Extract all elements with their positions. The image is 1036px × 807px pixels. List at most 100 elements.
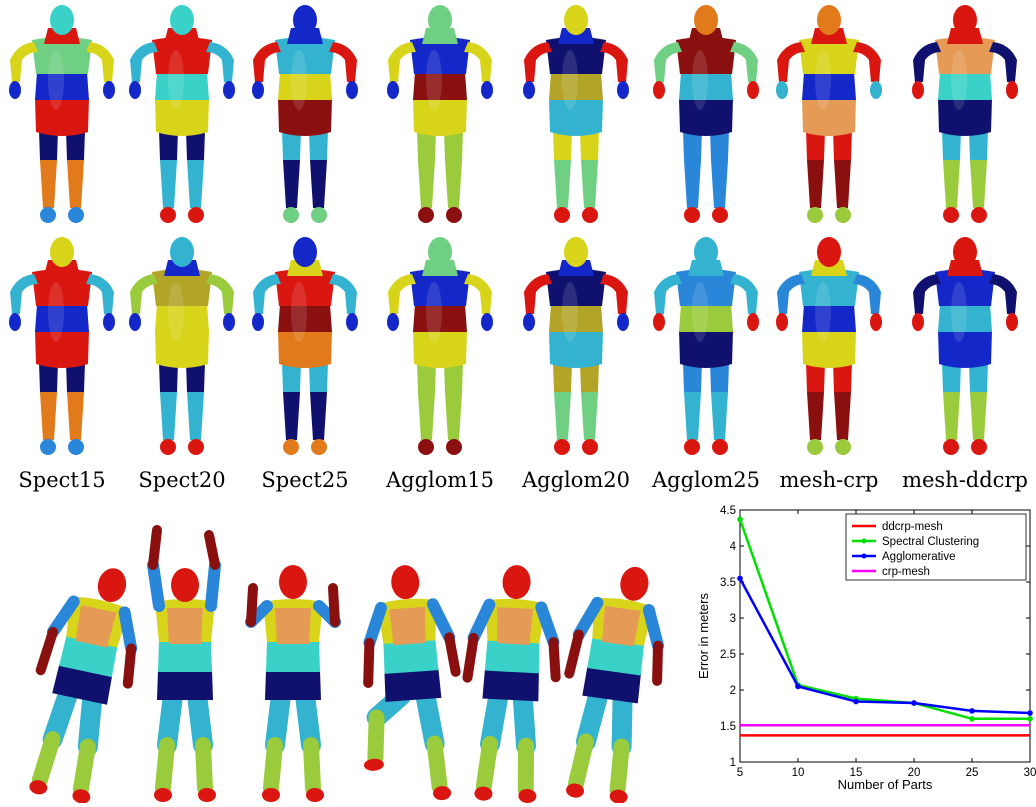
- head: [97, 568, 127, 603]
- left-arm: [654, 42, 682, 82]
- belt: [52, 663, 113, 705]
- left-forearm: [148, 525, 162, 570]
- chest: [75, 605, 117, 648]
- back-view-figures: [9, 237, 1018, 455]
- abdomen: [35, 304, 89, 332]
- left-arm: [253, 274, 281, 314]
- right-shin: [310, 160, 327, 208]
- right-shin: [970, 160, 987, 208]
- head: [564, 237, 588, 267]
- data-point: [737, 516, 743, 523]
- left-foot: [160, 439, 176, 455]
- head: [391, 565, 420, 600]
- left-shin: [807, 392, 824, 440]
- right-hand: [617, 313, 629, 331]
- x-tick-label: 25: [966, 767, 979, 779]
- right-foot: [835, 439, 851, 455]
- right-forearm: [444, 632, 461, 677]
- chest: [410, 37, 470, 74]
- left-upper-arm: [467, 598, 496, 644]
- data-point: [853, 698, 859, 705]
- abdomen: [802, 304, 856, 332]
- left-hand: [653, 81, 665, 99]
- neck: [164, 28, 200, 44]
- abdomen: [549, 72, 603, 100]
- left-foot: [943, 207, 959, 223]
- left-forearm: [564, 629, 584, 679]
- right-shin: [195, 737, 213, 796]
- left-shin: [943, 160, 960, 208]
- y-tick-label: 4: [730, 541, 737, 553]
- left-forearm: [363, 637, 375, 688]
- left-thigh: [157, 685, 183, 755]
- left-hand: [653, 313, 665, 331]
- right-foot: [72, 789, 91, 804]
- right-shin: [310, 392, 327, 440]
- left-shin: [155, 737, 175, 796]
- right-shin: [711, 160, 728, 208]
- left-shin: [160, 160, 177, 208]
- data-point: [911, 700, 917, 706]
- posed-figures: [29, 525, 665, 804]
- y-tick-label: 3.5: [720, 577, 736, 589]
- left-hand: [912, 313, 924, 331]
- left-thigh: [480, 684, 509, 754]
- hips: [413, 95, 467, 136]
- left-arm: [253, 42, 281, 82]
- right-foot: [68, 207, 84, 223]
- left-thigh: [575, 682, 609, 752]
- left-arm: [388, 42, 416, 82]
- left-hand: [9, 313, 21, 331]
- x-tick-label: 30: [1024, 767, 1036, 779]
- right-forearm: [652, 640, 664, 686]
- neck: [422, 28, 458, 44]
- abdomen: [35, 72, 89, 100]
- right-arm: [206, 274, 234, 314]
- left-foot: [943, 439, 959, 455]
- posed-figure-2: [147, 525, 221, 802]
- left-hand: [9, 81, 21, 99]
- left-shin: [807, 160, 824, 208]
- x-tick-label: 15: [850, 767, 863, 779]
- front-figure-6: [653, 5, 759, 223]
- chest: [799, 269, 859, 306]
- right-thigh: [415, 684, 445, 754]
- right-foot: [971, 439, 987, 455]
- belt: [265, 670, 321, 700]
- left-hand: [776, 81, 788, 99]
- highlight: [951, 50, 967, 110]
- highlight: [291, 50, 307, 110]
- right-arm: [989, 274, 1017, 314]
- right-hand: [870, 313, 882, 331]
- left-shin: [418, 160, 435, 208]
- left-hand: [912, 81, 924, 99]
- right-foot: [712, 207, 728, 223]
- neck: [558, 28, 594, 44]
- left-hand: [776, 313, 788, 331]
- right-thigh: [295, 685, 321, 755]
- right-foot: [446, 207, 462, 223]
- head: [50, 237, 74, 267]
- right-hand: [1006, 81, 1018, 99]
- left-foot: [684, 439, 700, 455]
- right-foot: [446, 439, 462, 455]
- right-foot: [68, 439, 84, 455]
- head: [953, 5, 977, 35]
- left-foot: [418, 207, 434, 223]
- front-figure-7: [776, 5, 882, 223]
- belt: [384, 668, 442, 702]
- right-shin: [517, 737, 535, 797]
- left-arm: [777, 274, 805, 314]
- right-foot: [609, 789, 628, 804]
- abdomen: [679, 304, 733, 332]
- chest: [152, 269, 212, 306]
- right-forearm: [328, 583, 340, 627]
- right-shin: [609, 738, 630, 798]
- back-figure-6: [653, 237, 759, 455]
- abdomen: [938, 72, 992, 100]
- abdomen: [938, 304, 992, 332]
- legend-marker: [861, 538, 867, 544]
- right-upper-arm: [642, 604, 665, 652]
- right-foot: [311, 207, 327, 223]
- hips: [679, 327, 733, 368]
